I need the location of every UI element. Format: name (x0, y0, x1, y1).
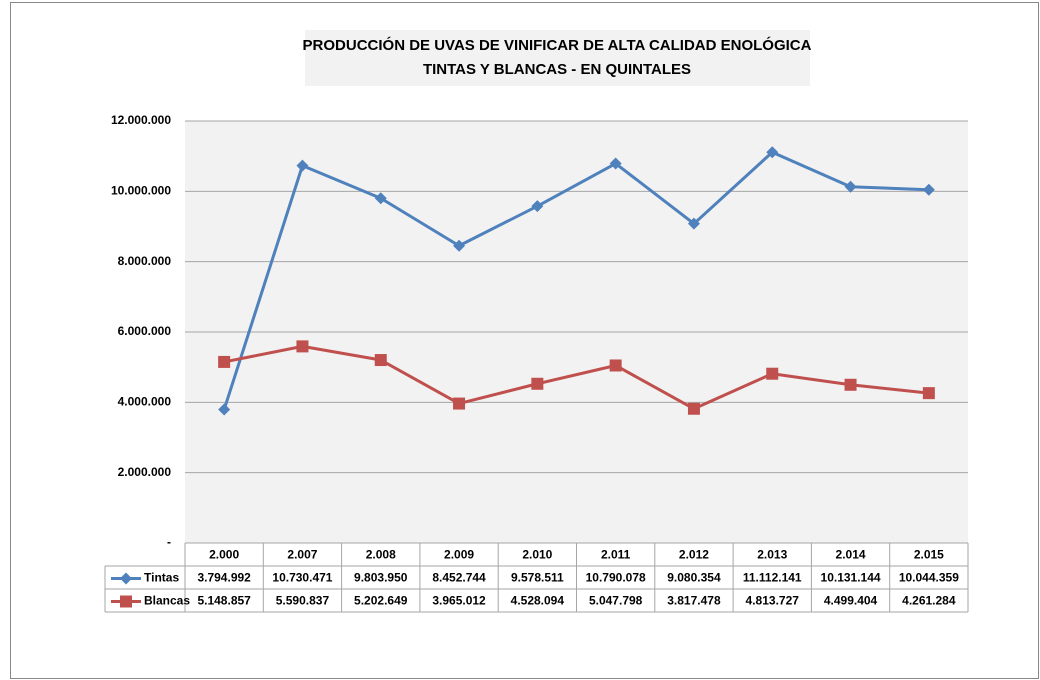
table-value: 4.813.727 (746, 594, 800, 608)
legend-marker (120, 572, 132, 585)
table-value: 5.047.798 (589, 594, 643, 608)
data-point (531, 377, 544, 390)
data-point (531, 200, 544, 213)
x-tick-label: 2.009 (444, 548, 474, 562)
table-value: 3.965.012 (432, 594, 486, 608)
data-point (453, 239, 466, 252)
table-value: 9.080.354 (667, 571, 721, 585)
data-point (609, 359, 622, 372)
y-tick-label: 12.000.000 (111, 113, 171, 127)
data-point (687, 402, 700, 415)
x-tick-label: 2.014 (836, 548, 866, 562)
table-value: 5.590.837 (276, 594, 330, 608)
data-point (296, 340, 309, 353)
data-point (296, 159, 309, 172)
legend-label: Blancas (144, 594, 190, 608)
data-point (766, 146, 779, 159)
table-value: 4.499.404 (824, 594, 878, 608)
y-tick-label: 2.000.000 (118, 465, 172, 479)
table-value: 5.148.857 (197, 594, 251, 608)
table-value: 3.794.992 (197, 571, 251, 585)
legend-label: Tintas (144, 571, 179, 585)
title-box (305, 30, 810, 86)
y-tick-label: 4.000.000 (118, 395, 172, 409)
data-point (453, 397, 466, 410)
y-tick-label: 10.000.000 (111, 184, 171, 198)
x-tick-label: 2.015 (914, 548, 944, 562)
data-point (609, 157, 622, 170)
y-tick-label: 6.000.000 (118, 324, 172, 338)
table-value: 4.528.094 (511, 594, 565, 608)
x-tick-label: 2.011 (601, 548, 631, 562)
x-tick-label: 2.010 (522, 548, 552, 562)
x-tick-label: 2.013 (757, 548, 787, 562)
table-value: 9.803.950 (354, 571, 408, 585)
table-value: 9.578.511 (511, 571, 564, 585)
x-tick-label: 2.012 (679, 548, 709, 562)
table-value: 10.730.471 (272, 571, 332, 585)
x-tick-label: 2.008 (366, 548, 396, 562)
table-value: 4.261.284 (902, 594, 956, 608)
series-line (223, 344, 930, 411)
data-point (218, 355, 231, 368)
x-tick-label: 2.000 (209, 548, 239, 562)
series-line (222, 150, 929, 411)
y-tick-label: - (167, 535, 171, 549)
chart-title: PRODUCCIÓN DE UVAS DE VINIFICAR DE ALTA … (303, 36, 812, 54)
data-point (922, 183, 935, 196)
table-value: 11.112.141 (743, 571, 802, 585)
data-point (374, 192, 387, 205)
table-value: 10.131.144 (821, 571, 881, 585)
table-value: 10.790.078 (586, 571, 646, 585)
data-point (218, 403, 231, 416)
data-point (766, 367, 779, 380)
data-point (844, 378, 857, 391)
data-point (687, 217, 700, 230)
x-tick-label: 2.007 (287, 548, 317, 562)
table-value: 10.044.359 (899, 571, 959, 585)
data-point (844, 180, 857, 193)
table-value: 5.202.649 (354, 594, 408, 608)
table-value: 8.452.744 (432, 571, 486, 585)
data-point (922, 387, 935, 400)
y-tick-label: 8.000.000 (118, 254, 172, 268)
table-value: 3.817.478 (667, 594, 721, 608)
legend-marker (120, 595, 132, 608)
chart-subtitle: TINTAS Y BLANCAS - EN QUINTALES (423, 61, 691, 78)
data-point (374, 354, 387, 367)
